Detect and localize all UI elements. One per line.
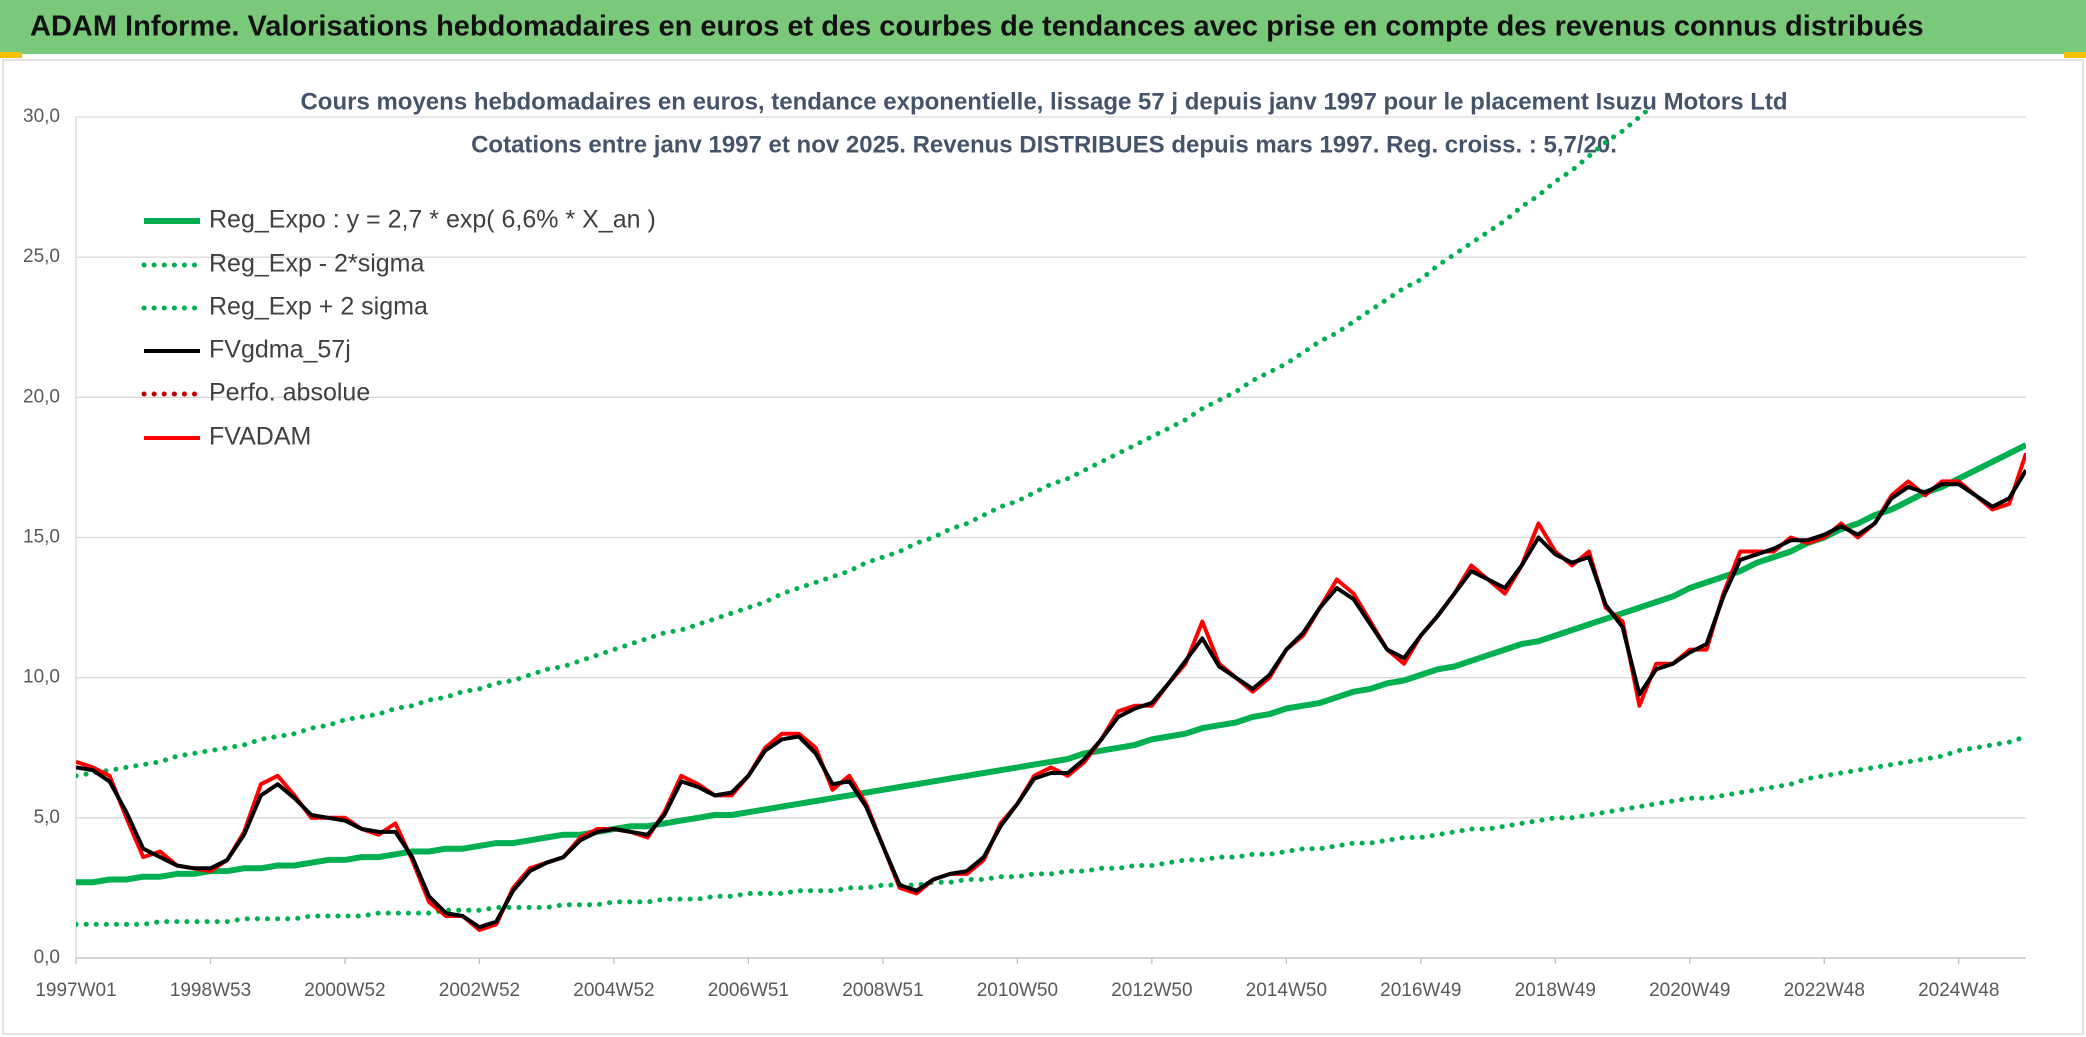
x-tick-label: 2018W49 [1515, 980, 1596, 1001]
y-tick-label: 5,0 [34, 807, 60, 828]
series-line [76, 442, 2026, 886]
legend-label: Reg_Expo : y = 2,7 * exp( 6,6% * X_an ) [209, 206, 656, 234]
y-tick-label: 25,0 [23, 246, 60, 267]
x-tick-label: 2002W52 [439, 980, 520, 1001]
legend-label: Perfo. absolue [209, 379, 370, 407]
legend-label: FVgdma_57j [209, 336, 351, 364]
header-band [0, 0, 2086, 54]
x-tick-label: 2014W50 [1246, 980, 1327, 1001]
x-tick-label: 2016W49 [1380, 980, 1461, 1001]
legend: Reg_Expo : y = 2,7 * exp( 6,6% * X_an ) R… [141, 206, 656, 451]
x-tick-label: 2020W49 [1649, 980, 1730, 1001]
legend-label: Reg_Exp + 2 sigma [209, 293, 428, 321]
y-tick-label: 10,0 [23, 667, 60, 688]
grid: 0,0 5,0 10,0 15,0 20,0 25,0 30,0 1997W01 1998W53… [23, 106, 2026, 1001]
y-tick-label: 20,0 [23, 386, 60, 407]
legend-label: FVADAM [209, 423, 311, 451]
legend-label: Reg_Exp - 2*sigma [209, 250, 424, 278]
y-tick-label: 30,0 [23, 106, 60, 127]
x-tick-label: 2004W52 [573, 980, 654, 1001]
corner-left [0, 52, 22, 58]
chart-border [2, 59, 2084, 1035]
chart-subtitle: Cotations entre janv 1997 et nov 2025. R… [471, 131, 1617, 158]
series-line [76, 734, 2026, 927]
x-tick-label: 2024W48 [1918, 980, 1999, 1001]
plot-lines [76, 110, 2026, 932]
x-tick-label: 1998W53 [170, 980, 251, 1001]
chart-title: Cours moyens hebdomadaires en euros, ten… [300, 88, 1787, 115]
y-tick-label: 0,0 [34, 947, 60, 968]
x-tick-label: 2006W51 [708, 980, 789, 1001]
x-tick-label: 1997W01 [35, 980, 116, 1001]
series-line [76, 452, 2026, 932]
series-line [76, 469, 2026, 930]
page-title: ADAM Informe. Valorisations hebdomadaire… [30, 11, 1924, 43]
corner-right [2064, 52, 2086, 58]
x-tick-label: 2008W51 [842, 980, 923, 1001]
series-line [76, 110, 1652, 779]
x-tick-label: 2010W50 [977, 980, 1058, 1001]
x-tick-label: 2012W50 [1111, 980, 1192, 1001]
x-tick-label: 2000W52 [304, 980, 385, 1001]
x-tick-label: 2022W48 [1784, 980, 1865, 1001]
y-tick-label: 15,0 [23, 527, 60, 548]
